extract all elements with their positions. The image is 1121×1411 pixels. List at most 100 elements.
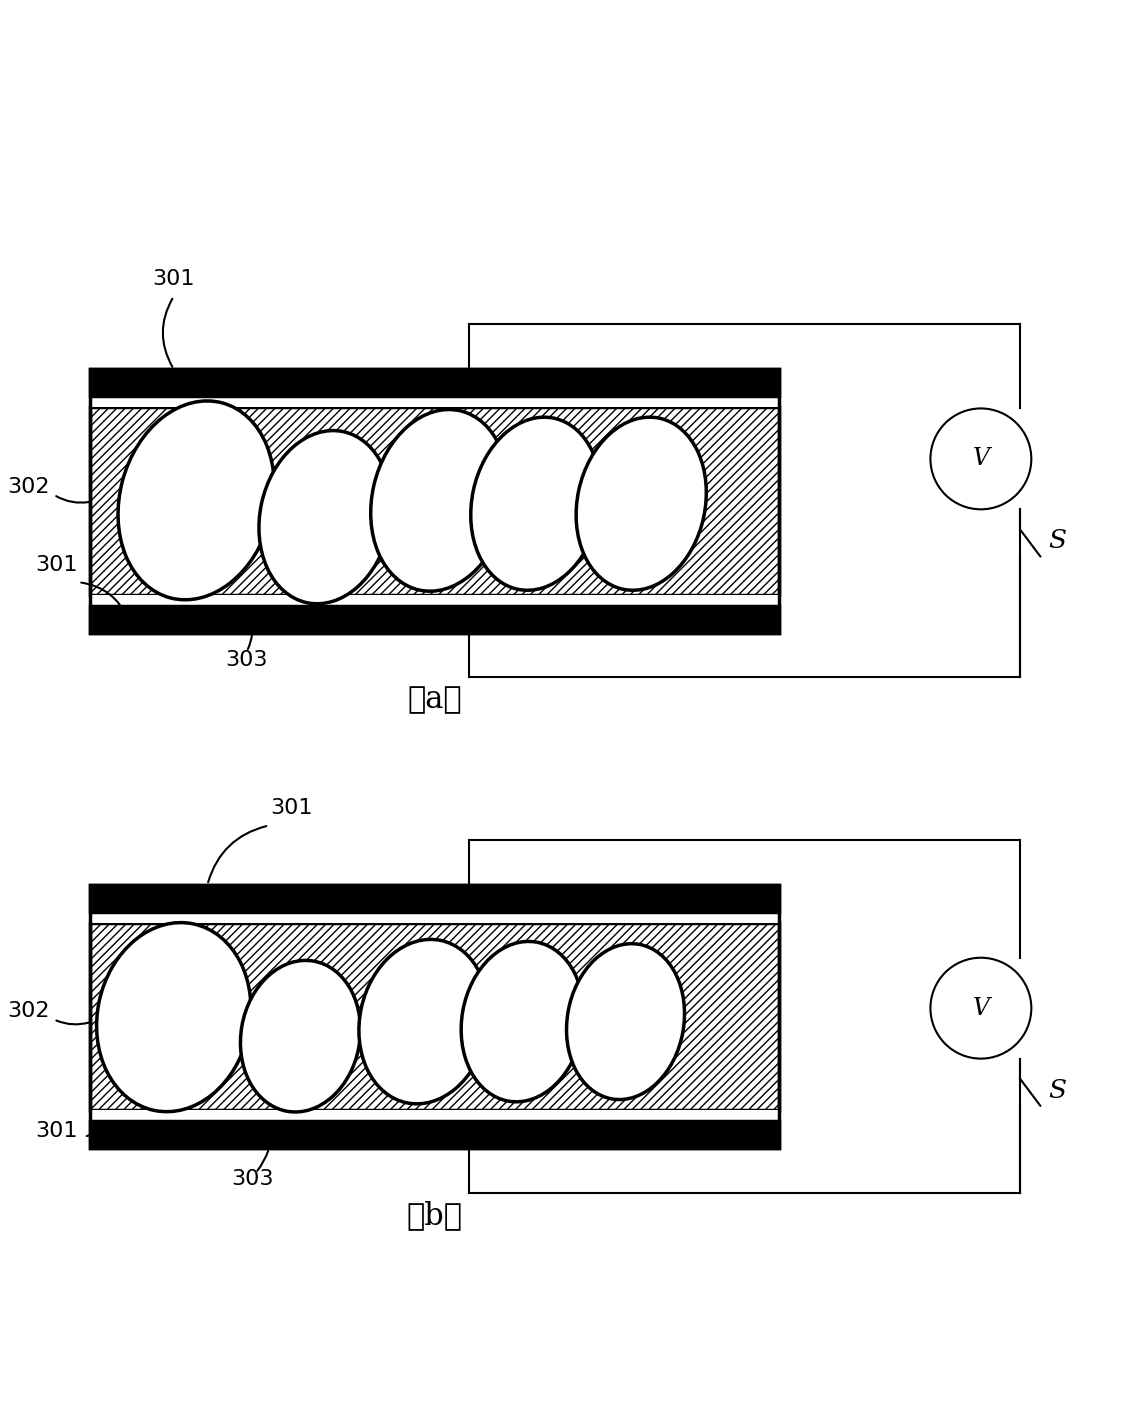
- Ellipse shape: [172, 487, 187, 494]
- Text: （a）: （a）: [407, 684, 462, 715]
- Ellipse shape: [315, 1024, 339, 1037]
- Bar: [90, 408, 779, 594]
- Ellipse shape: [240, 961, 361, 1112]
- Ellipse shape: [487, 511, 516, 526]
- Ellipse shape: [196, 1010, 215, 1019]
- Ellipse shape: [400, 468, 421, 487]
- Ellipse shape: [155, 1007, 168, 1015]
- Ellipse shape: [643, 497, 661, 508]
- Ellipse shape: [314, 1050, 333, 1065]
- Ellipse shape: [369, 1030, 390, 1047]
- Ellipse shape: [529, 480, 544, 490]
- Text: （b）: （b）: [407, 1199, 462, 1230]
- Ellipse shape: [515, 1024, 530, 1033]
- Ellipse shape: [168, 1012, 193, 1030]
- Ellipse shape: [272, 535, 286, 543]
- Ellipse shape: [359, 940, 489, 1103]
- Ellipse shape: [528, 494, 557, 508]
- Ellipse shape: [345, 519, 372, 532]
- Bar: [90, 370, 779, 396]
- Bar: [90, 1122, 779, 1149]
- Ellipse shape: [410, 532, 432, 545]
- Ellipse shape: [617, 476, 643, 488]
- Ellipse shape: [537, 514, 553, 522]
- Ellipse shape: [433, 1043, 452, 1054]
- Ellipse shape: [288, 1081, 313, 1094]
- Ellipse shape: [225, 459, 251, 471]
- Ellipse shape: [398, 1048, 418, 1058]
- Ellipse shape: [535, 976, 556, 988]
- Ellipse shape: [539, 1024, 567, 1043]
- Ellipse shape: [178, 1040, 203, 1051]
- Ellipse shape: [191, 991, 214, 1000]
- Text: S: S: [1048, 528, 1066, 553]
- Ellipse shape: [655, 1017, 670, 1026]
- Text: 301: 301: [35, 555, 77, 574]
- Ellipse shape: [201, 533, 217, 549]
- Ellipse shape: [442, 509, 465, 528]
- Ellipse shape: [492, 1040, 511, 1050]
- Ellipse shape: [304, 518, 331, 532]
- Ellipse shape: [534, 986, 552, 998]
- Ellipse shape: [605, 453, 623, 461]
- Ellipse shape: [638, 1031, 663, 1046]
- Text: 301: 301: [152, 270, 195, 289]
- Bar: [90, 885, 779, 912]
- Ellipse shape: [655, 536, 675, 552]
- Ellipse shape: [194, 488, 210, 497]
- Ellipse shape: [317, 560, 333, 571]
- Ellipse shape: [623, 436, 645, 453]
- Ellipse shape: [416, 1074, 427, 1084]
- Ellipse shape: [395, 497, 416, 505]
- Ellipse shape: [204, 989, 224, 1005]
- Ellipse shape: [484, 992, 506, 1000]
- Ellipse shape: [552, 538, 583, 552]
- Ellipse shape: [407, 543, 426, 552]
- Bar: [90, 370, 779, 632]
- Ellipse shape: [560, 507, 576, 514]
- Ellipse shape: [461, 941, 584, 1102]
- Ellipse shape: [360, 538, 373, 543]
- Circle shape: [930, 408, 1031, 509]
- Ellipse shape: [378, 1031, 393, 1041]
- Ellipse shape: [303, 491, 319, 499]
- Bar: [90, 594, 779, 605]
- Ellipse shape: [371, 409, 508, 591]
- Ellipse shape: [643, 488, 669, 511]
- Ellipse shape: [629, 481, 647, 491]
- Ellipse shape: [517, 1033, 537, 1044]
- Ellipse shape: [300, 1037, 322, 1053]
- Ellipse shape: [156, 494, 182, 508]
- Ellipse shape: [340, 515, 354, 522]
- Ellipse shape: [132, 495, 155, 511]
- Ellipse shape: [293, 461, 317, 474]
- Ellipse shape: [416, 991, 439, 1002]
- Ellipse shape: [334, 499, 353, 511]
- Text: V: V: [972, 447, 990, 470]
- Ellipse shape: [590, 1048, 604, 1054]
- Ellipse shape: [161, 491, 175, 501]
- Text: 303: 303: [225, 650, 268, 670]
- Bar: [90, 885, 779, 912]
- Ellipse shape: [429, 463, 446, 473]
- Ellipse shape: [395, 1040, 407, 1050]
- Ellipse shape: [556, 511, 572, 521]
- Bar: [90, 370, 779, 396]
- Ellipse shape: [300, 536, 319, 553]
- Text: 302: 302: [7, 1002, 49, 1022]
- Ellipse shape: [158, 1041, 182, 1054]
- Ellipse shape: [597, 512, 622, 529]
- Ellipse shape: [118, 401, 275, 600]
- Ellipse shape: [395, 525, 423, 536]
- Text: S: S: [1048, 1078, 1066, 1102]
- Ellipse shape: [219, 446, 245, 464]
- Ellipse shape: [517, 490, 530, 497]
- Ellipse shape: [576, 418, 706, 590]
- Ellipse shape: [259, 430, 391, 604]
- Ellipse shape: [507, 1044, 526, 1054]
- Ellipse shape: [636, 481, 666, 494]
- Ellipse shape: [654, 1020, 679, 1037]
- Ellipse shape: [584, 1051, 597, 1058]
- Ellipse shape: [471, 418, 601, 590]
- Text: V: V: [972, 996, 990, 1020]
